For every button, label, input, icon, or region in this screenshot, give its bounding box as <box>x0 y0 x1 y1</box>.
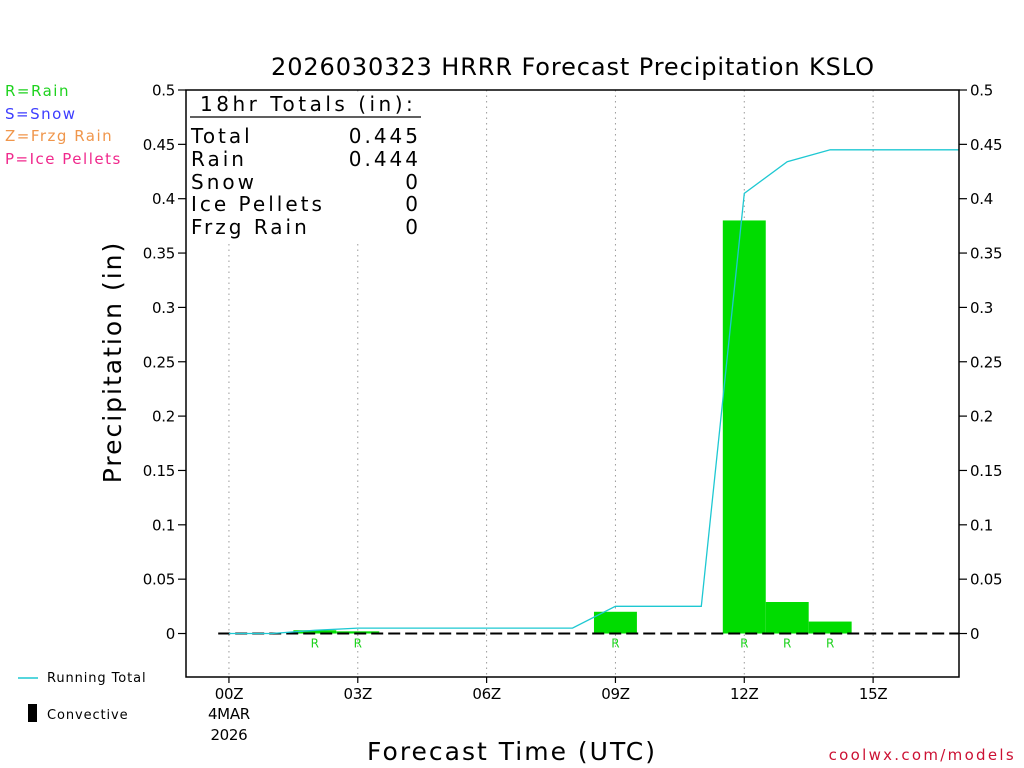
totals-value-frzg-rain: 0 <box>405 215 421 239</box>
precip-type-marker: R <box>354 637 362 651</box>
y-tick-label-left: 0 <box>166 625 175 643</box>
y-tick-label-right: 0.25 <box>970 353 1002 371</box>
totals-value-total: 0.445 <box>349 124 421 148</box>
x-tick-date-label: 4MAR <box>208 705 250 723</box>
totals-label-frzg-rain: Frzg Rain <box>191 215 310 239</box>
y-tick-label-right: 0.1 <box>970 516 993 534</box>
y-tick-label-right: 0.05 <box>970 571 1002 589</box>
y-axis-left: 0 0.05 0.1 0.15 0.2 0.25 0.3 0.35 0.4 0.45 0.5 <box>143 82 186 643</box>
y-tick-label-right: 0.15 <box>970 462 1002 480</box>
running-total-line <box>228 149 959 635</box>
plot-frame <box>185 89 960 678</box>
rain-bar <box>722 220 766 634</box>
y-tick-label-left: 0.5 <box>152 82 175 100</box>
totals-value-snow: 0 <box>405 170 421 194</box>
totals-value-rain: 0.444 <box>349 147 421 171</box>
y-tick-label-right: 0.3 <box>970 299 993 317</box>
rain-bars <box>293 220 852 634</box>
y-tick-label-right: 0.2 <box>970 408 993 426</box>
y-tick-label-left: 0.25 <box>143 353 175 371</box>
legend-convective-swatch <box>28 704 37 722</box>
totals-value-ice-pellets: 0 <box>405 192 421 216</box>
y-tick-label-left: 0.45 <box>143 136 175 154</box>
x-tick-label: 03Z <box>344 685 372 703</box>
x-tick-label: 12Z <box>730 685 758 703</box>
totals-label-snow: Snow <box>191 170 257 194</box>
precip-type-marker: R <box>783 637 791 651</box>
y-tick-label-left: 0.4 <box>152 190 175 208</box>
x-axis-title: Forecast Time (UTC) <box>367 737 657 766</box>
precip-type-marker: R <box>311 637 319 651</box>
y-tick-label-right: 0 <box>970 625 979 643</box>
chart-title: 2026030323 HRRR Forecast Precipitation K… <box>271 53 875 81</box>
y-tick-label-left: 0.05 <box>143 571 175 589</box>
precip-type-rain: R=Rain <box>5 82 70 100</box>
credit-text: coolwx.com/models <box>829 746 1016 764</box>
y-tick-label-left: 0.3 <box>152 299 175 317</box>
y-tick-label-right: 0.5 <box>970 82 993 100</box>
y-tick-label-left: 0.2 <box>152 408 175 426</box>
x-tick-label: 15Z <box>859 685 887 703</box>
rain-bar <box>808 621 852 634</box>
precip-type-marker: R <box>740 637 748 651</box>
x-tick-label: 09Z <box>601 685 629 703</box>
legend-running-total-label: Running Total <box>47 671 146 686</box>
rain-bar <box>593 611 637 634</box>
rain-bar <box>293 630 337 634</box>
totals-label-ice-pellets: Ice Pellets <box>191 192 325 216</box>
y-tick-label-right: 0.45 <box>970 136 1002 154</box>
precip-type-ice-pellets: P=Ice Pellets <box>5 150 122 168</box>
totals-heading: 18hr Totals (in): <box>200 92 416 116</box>
x-axis: 00Z 03Z 06Z 09Z 12Z 15Z 4MAR 2026 <box>208 677 888 744</box>
y-axis-right: 0 0.05 0.1 0.15 0.2 0.25 0.3 0.35 0.4 0.45 0.5 <box>959 82 1003 643</box>
totals-label-rain: Rain <box>191 147 247 171</box>
series-legend: Running Total Convective <box>18 671 146 723</box>
precip-type-legend: R=Rain S=Snow Z=Frzg Rain P=Ice Pellets <box>5 82 122 168</box>
x-tick-label: 06Z <box>472 685 500 703</box>
legend-convective-label: Convective <box>47 708 129 723</box>
y-tick-label-left: 0.1 <box>152 516 175 534</box>
precip-type-marker: R <box>611 637 619 651</box>
totals-label-total: Total <box>190 124 253 148</box>
precip-type-marker: R <box>826 637 834 651</box>
x-tick-date-label: 2026 <box>210 726 247 744</box>
y-tick-label-left: 0.35 <box>143 245 175 263</box>
y-tick-label-left: 0.15 <box>143 462 175 480</box>
rain-bar <box>336 631 380 634</box>
y-tick-label-right: 0.35 <box>970 245 1002 263</box>
rain-bar <box>765 601 809 634</box>
y-axis-title: Precipitation (in) <box>98 241 127 484</box>
precip-type-snow: S=Snow <box>5 105 77 123</box>
precip-type-frzg-rain: Z=Frzg Rain <box>5 127 113 145</box>
running-total-series <box>228 149 959 635</box>
x-tick-label: 00Z <box>215 685 243 703</box>
y-tick-label-right: 0.4 <box>970 190 993 208</box>
